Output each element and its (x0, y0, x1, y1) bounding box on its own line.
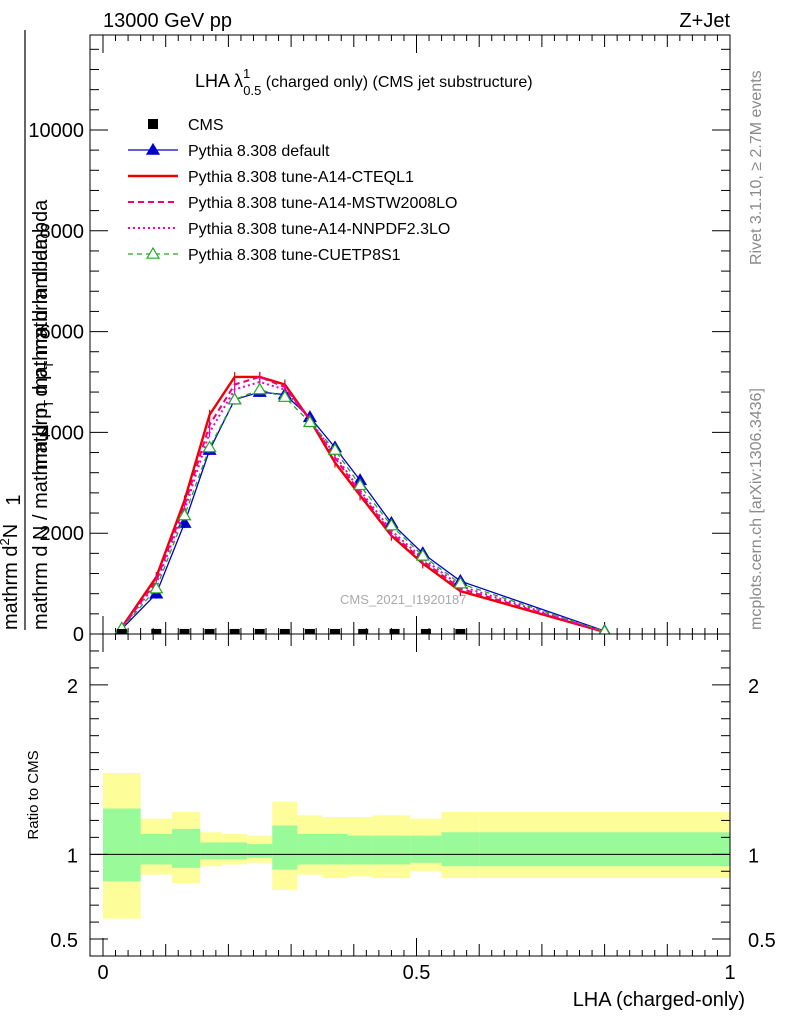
ratio-green-band (479, 832, 730, 867)
legend-label: Pythia 8.308 tune-CUETP8S1 (188, 247, 401, 264)
series-marker (227, 392, 242, 405)
main-panel: 0 2000 4000 6000 8000 10000 LHA λ1 0.5 (charge… (0, 30, 731, 646)
ratio-green-band (297, 833, 323, 865)
ratio-y-axis: 0.5 0.5 1 1 2 2 (50, 650, 776, 952)
series-marker (202, 440, 217, 453)
series-marker (384, 518, 399, 531)
series-marker (149, 581, 164, 594)
ratio-green-band (171, 828, 201, 868)
legend-marker (145, 142, 161, 155)
x-tick-label: 0.5 (403, 962, 431, 984)
ratio-panel: 0.5 0.51 12 2 0 0.5 1 Ratio to CMS LHA (charg… (25, 633, 776, 1011)
y-tick-label: 6000 (40, 322, 85, 344)
ratio-y-tick-label-right: 2 (748, 676, 759, 698)
ratio-y-tick-label-right: 0.5 (748, 930, 776, 952)
ratio-green-band (103, 808, 141, 882)
legend-label: CMS (188, 117, 224, 134)
ratio-green-band (222, 842, 248, 860)
legend-label: Pythia 8.308 tune-A14-MSTW2008LO (188, 195, 457, 212)
y-tick-label: 10000 (28, 120, 84, 142)
y-tick-label: 2000 (40, 523, 85, 545)
ratio-green-band (140, 833, 172, 865)
ratio-y-tick-label: 0.5 (50, 930, 78, 952)
series-line (121, 380, 605, 633)
ratio-green-band (200, 842, 223, 860)
plot-title: LHA λ1 0.5 (charged only) (CMS jet substr… (195, 66, 533, 98)
series-marker (327, 442, 343, 455)
ratio-y-tick-label: 2 (67, 676, 78, 698)
y-tick-label: 0 (73, 624, 84, 646)
analysis-watermark: CMS_2021_I1920187 (340, 592, 467, 607)
legend-label: Pythia 8.308 tune-A14-CTEQL1 (188, 169, 414, 186)
legend-marker (145, 246, 161, 259)
series-marker (177, 508, 192, 521)
ratio-plot-background (90, 634, 730, 956)
series-marker (252, 382, 267, 395)
legend-label: Pythia 8.308 tune-A14-NNPDF2.3LO (188, 221, 450, 238)
legend-swatch (148, 119, 158, 129)
legend: CMS Pythia 8.308 default Pythia 8.308 tune… (128, 117, 457, 264)
series-line (121, 375, 605, 633)
series-line (121, 388, 605, 633)
series-marker (453, 576, 468, 589)
legend-label: Pythia 8.308 default (188, 143, 330, 160)
y-tick-label: 4000 (40, 422, 85, 444)
y-label-denominator: mathrm d N / mathrm d pT mathrm d lambda (30, 238, 56, 630)
main-plot-frame (89, 34, 731, 635)
series-marker (277, 389, 292, 402)
ratio-plot-frame (89, 633, 731, 957)
ratio-green-band (441, 832, 480, 867)
series-line (121, 391, 605, 632)
y-label-top-line2: mathrm d pT mathrm d lambda (30, 199, 56, 470)
x-tick-label: 1 (724, 962, 735, 984)
ratio-y-tick-label-right: 1 (748, 845, 759, 867)
ratio-green-band (410, 835, 442, 863)
main-y-axis-label: 1 mathrm d2N mathrm d N / mathrm d pT ma… (0, 30, 56, 630)
main-series-layer (114, 371, 612, 637)
series-marker (415, 548, 430, 561)
ratio-green-band (372, 835, 411, 865)
ratio-green-band (272, 825, 298, 870)
rivet-version-label: Rivet 3.1.10, ≥ 2.7M events (748, 70, 765, 265)
y-tick-label: 8000 (40, 221, 85, 243)
ratio-green-band (247, 844, 273, 858)
ratio-green-band (322, 833, 348, 865)
mcplots-url-label: mcplots.cern.ch [arXiv:1306.3436] (748, 388, 765, 630)
series-marker (302, 415, 317, 428)
ratio-green-band (347, 835, 373, 865)
main-y-axis: 0 2000 4000 6000 8000 10000 (28, 48, 730, 646)
ratio-bands (103, 772, 730, 919)
y-label-top: mathrm d2N (0, 524, 22, 630)
x-axis-label: LHA (charged-only) (573, 989, 745, 1011)
series-marker (353, 478, 368, 491)
ratio-x-axis: 0 0.5 1 (97, 634, 736, 984)
process-label: Z+Jet (679, 10, 730, 32)
ratio-y-axis-label: Ratio to CMS (25, 750, 42, 839)
x-tick-label: 0 (97, 962, 108, 984)
ratio-y-tick-label: 1 (67, 845, 78, 867)
energy-label: 13000 GeV pp (103, 10, 232, 32)
y-label-numerator: 1 (3, 494, 25, 505)
